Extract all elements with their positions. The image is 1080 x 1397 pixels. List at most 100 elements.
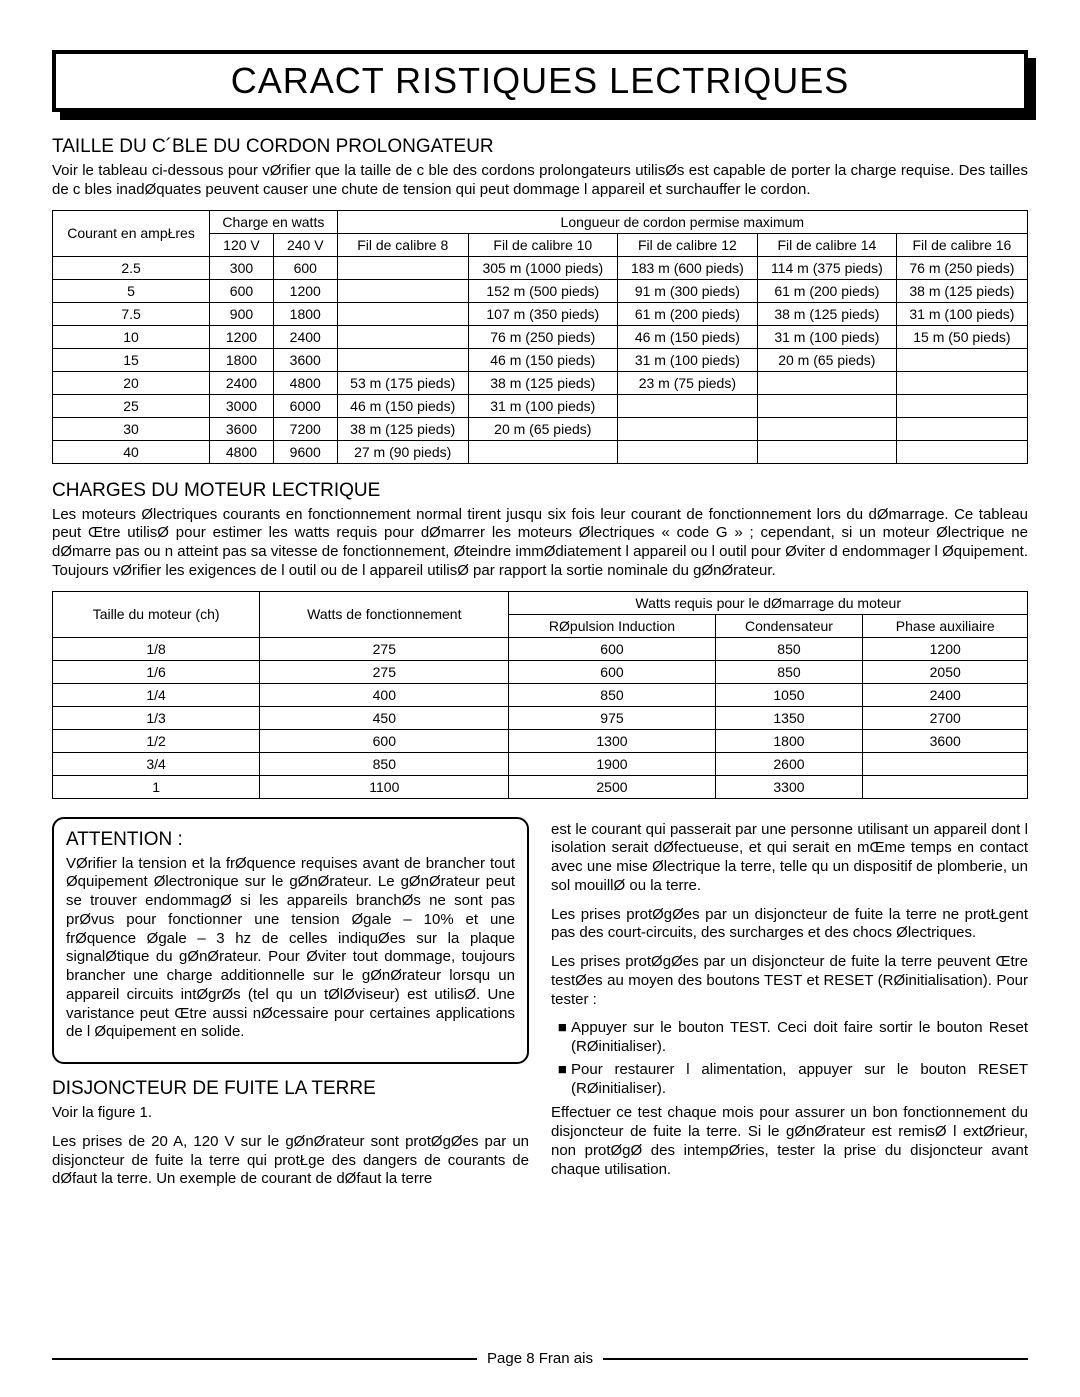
table-cell: 23 m (75 pieds) bbox=[617, 371, 757, 394]
table-row: 7.59001800107 m (350 pieds)61 m (200 pie… bbox=[53, 302, 1028, 325]
table-cell: 46 m (150 pieds) bbox=[617, 325, 757, 348]
table-cell bbox=[863, 775, 1028, 798]
th-rep: RØpulsion Induction bbox=[509, 614, 715, 637]
table-row: 1110025003300 bbox=[53, 775, 1028, 798]
table-cell: 3600 bbox=[863, 729, 1028, 752]
table-cell: 1/8 bbox=[53, 637, 260, 660]
table-cell: 600 bbox=[509, 660, 715, 683]
table-cell: 5 bbox=[53, 279, 210, 302]
gfci-li2: Pour restaurer l alimentation, appuyer s… bbox=[571, 1061, 1028, 1099]
table-cell: 1800 bbox=[210, 348, 274, 371]
table-row: 101200240076 m (250 pieds)46 m (150 pied… bbox=[53, 325, 1028, 348]
table-row: 1/345097513502700 bbox=[53, 706, 1028, 729]
table-row: 1/82756008501200 bbox=[53, 637, 1028, 660]
table-cell: 46 m (150 pieds) bbox=[337, 394, 468, 417]
table-cell: 31 m (100 pieds) bbox=[896, 302, 1027, 325]
table-cell: 3000 bbox=[210, 394, 274, 417]
table-row: 1/62756008502050 bbox=[53, 660, 1028, 683]
table-cell: 20 m (65 pieds) bbox=[757, 348, 896, 371]
section2-heading: CHARGES DU MOTEUR LECTRIQUE bbox=[52, 480, 1028, 502]
table-cell bbox=[896, 394, 1027, 417]
section2-intro: Les moteurs Ølectriques courants en fonc… bbox=[52, 506, 1028, 581]
table-cell: 600 bbox=[260, 729, 509, 752]
gfci-p1: Les prises de 20 A, 120 V sur le gØnØrat… bbox=[52, 1133, 529, 1189]
table-cell: 4800 bbox=[210, 440, 274, 463]
th-240v: 240 V bbox=[273, 233, 337, 256]
table-cell: 900 bbox=[210, 302, 274, 325]
table-cell: 275 bbox=[260, 660, 509, 683]
table-cell: 6000 bbox=[273, 394, 337, 417]
table-cell: 38 m (125 pieds) bbox=[757, 302, 896, 325]
th-g12: Fil de calibre 12 bbox=[617, 233, 757, 256]
th-phase: Phase auxiliaire bbox=[863, 614, 1028, 637]
table-cell: 2400 bbox=[210, 371, 274, 394]
gfci-p2: est le courant qui passerait par une per… bbox=[551, 821, 1028, 896]
table-cell bbox=[468, 440, 617, 463]
table-cell: 114 m (375 pieds) bbox=[757, 256, 896, 279]
table-cell: 1/4 bbox=[53, 683, 260, 706]
th-cond: Condensateur bbox=[715, 614, 863, 637]
section1-heading: TAILLE DU C´BLE DU CORDON PROLONGATEUR bbox=[52, 136, 1028, 158]
table-cell bbox=[757, 371, 896, 394]
table-cell: 3300 bbox=[715, 775, 863, 798]
table-cell: 1300 bbox=[509, 729, 715, 752]
table-row: 56001200152 m (500 pieds)91 m (300 pieds… bbox=[53, 279, 1028, 302]
table-cell: 38 m (125 pieds) bbox=[896, 279, 1027, 302]
th-longueur: Longueur de cordon permise maximum bbox=[337, 210, 1027, 233]
table-cell: 1100 bbox=[260, 775, 509, 798]
table-cell: 4800 bbox=[273, 371, 337, 394]
table-cell: 1050 bbox=[715, 683, 863, 706]
attention-box: ATTENTION : VØrifier la tension et la fr… bbox=[52, 817, 529, 1065]
table-cell: 3600 bbox=[210, 417, 274, 440]
table-cell: 38 m (125 pieds) bbox=[337, 417, 468, 440]
table-cell bbox=[337, 325, 468, 348]
table-cell bbox=[337, 302, 468, 325]
page-title-text: CARACT RISTIQUES LECTRIQUES bbox=[231, 60, 849, 101]
table-cell: 2400 bbox=[273, 325, 337, 348]
page-footer: Page 8 Fran ais bbox=[0, 1350, 1080, 1367]
table-cell bbox=[617, 394, 757, 417]
table-cell: 1/6 bbox=[53, 660, 260, 683]
table-cell: 25 bbox=[53, 394, 210, 417]
table-cell: 850 bbox=[715, 637, 863, 660]
table-row: 1/440085010502400 bbox=[53, 683, 1028, 706]
attention-body: VØrifier la tension et la frØquence requ… bbox=[66, 855, 515, 1043]
table-cell: 31 m (100 pieds) bbox=[757, 325, 896, 348]
th-120v: 120 V bbox=[210, 233, 274, 256]
table-cell bbox=[896, 371, 1027, 394]
gfci-list: Appuyer sur le bouton TEST. Ceci doit fa… bbox=[551, 1019, 1028, 1098]
table-cell: 1900 bbox=[509, 752, 715, 775]
table-cell: 275 bbox=[260, 637, 509, 660]
table-cell: 91 m (300 pieds) bbox=[617, 279, 757, 302]
table-row: 202400480053 m (175 pieds)38 m (125 pied… bbox=[53, 371, 1028, 394]
table-cell: 450 bbox=[260, 706, 509, 729]
table-row: 404800960027 m (90 pieds) bbox=[53, 440, 1028, 463]
table-cell: 2700 bbox=[863, 706, 1028, 729]
table-row: 1/2600130018003600 bbox=[53, 729, 1028, 752]
table-cell: 305 m (1000 pieds) bbox=[468, 256, 617, 279]
footer-line-left bbox=[52, 1358, 477, 1360]
page-title: CARACT RISTIQUES LECTRIQUES bbox=[52, 50, 1028, 112]
table-cell: 20 m (65 pieds) bbox=[468, 417, 617, 440]
gfci-p5: Effectuer ce test chaque mois pour assur… bbox=[551, 1104, 1028, 1179]
table-cell: 40 bbox=[53, 440, 210, 463]
footer-line-right bbox=[603, 1358, 1028, 1360]
table-cell: 61 m (200 pieds) bbox=[757, 279, 896, 302]
table-cell: 183 m (600 pieds) bbox=[617, 256, 757, 279]
table-cell bbox=[757, 394, 896, 417]
gfci-li1: Appuyer sur le bouton TEST. Ceci doit fa… bbox=[571, 1019, 1028, 1057]
table-cell bbox=[757, 440, 896, 463]
table-row: 253000600046 m (150 pieds)31 m (100 pied… bbox=[53, 394, 1028, 417]
th-charge: Charge en watts bbox=[210, 210, 338, 233]
table-cell: 10 bbox=[53, 325, 210, 348]
table-cell bbox=[337, 256, 468, 279]
th-size: Taille du moteur (ch) bbox=[53, 591, 260, 637]
th-g8: Fil de calibre 8 bbox=[337, 233, 468, 256]
table-cell bbox=[757, 417, 896, 440]
table-cell: 38 m (125 pieds) bbox=[468, 371, 617, 394]
table-cell: 27 m (90 pieds) bbox=[337, 440, 468, 463]
th-courant: Courant en ampŁres bbox=[53, 210, 210, 256]
table-cell bbox=[337, 279, 468, 302]
table-cell: 1/2 bbox=[53, 729, 260, 752]
table-cell: 30 bbox=[53, 417, 210, 440]
